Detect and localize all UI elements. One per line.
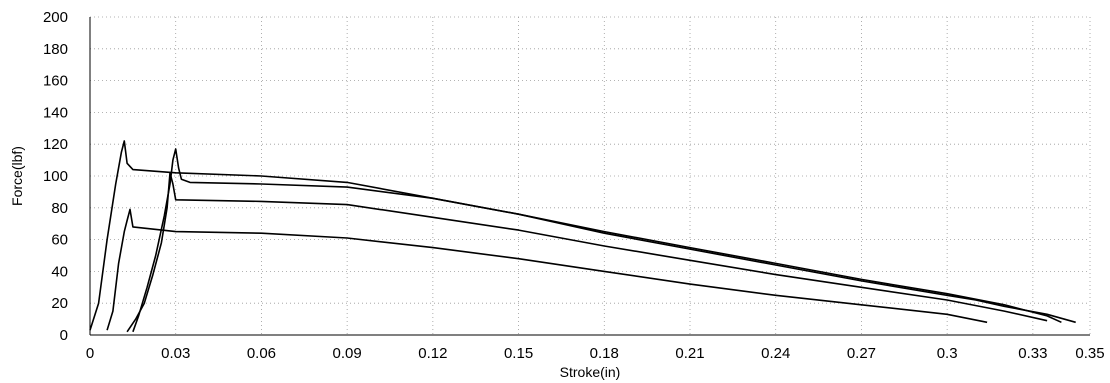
x-tick-label: 0.12 xyxy=(418,345,447,362)
x-tick-label: 0.15 xyxy=(504,345,533,362)
x-axis-label: Stroke(in) xyxy=(560,364,621,380)
series-line-2 xyxy=(106,208,988,331)
y-axis-label: Force(lbf) xyxy=(9,146,25,206)
x-tick-label: 0 xyxy=(86,345,94,362)
x-tick-label: 0.33 xyxy=(1018,345,1047,362)
y-tick-label: 80 xyxy=(51,200,68,217)
x-tick-label: 0.03 xyxy=(161,345,190,362)
x-tick-label: 0.24 xyxy=(761,345,790,362)
series-line-3 xyxy=(132,148,1062,333)
y-tick-label: 0 xyxy=(60,327,68,344)
x-tick-label: 0.27 xyxy=(847,345,876,362)
x-tick-label: 0.3 xyxy=(937,345,958,362)
y-tick-label: 180 xyxy=(43,41,68,58)
series-lines xyxy=(89,140,1076,333)
axes xyxy=(89,17,1090,336)
x-tick-labels: 0 0.03 0.06 0.09 0.12 0.15 0.18 0.21 0.24 0.27 0.3… xyxy=(86,345,1105,362)
y-tick-label: 40 xyxy=(51,263,68,280)
y-tick-label: 120 xyxy=(43,136,68,153)
x-tick-label: 0.35 xyxy=(1075,345,1104,362)
x-tick-label: 0.21 xyxy=(675,345,704,362)
y-tick-label: 200 xyxy=(43,9,68,26)
series-line-4 xyxy=(126,172,1048,333)
y-tick-labels: 0 20 40 60 80 100 120 140 160 180 200 xyxy=(43,9,68,344)
y-tick-label: 160 xyxy=(43,73,68,90)
y-tick-label: 140 xyxy=(43,104,68,121)
x-tick-label: 0.06 xyxy=(247,345,276,362)
series-line-1 xyxy=(89,140,1076,331)
grid xyxy=(90,16,1091,335)
y-tick-label: 100 xyxy=(43,168,68,185)
x-tick-label: 0.18 xyxy=(590,345,619,362)
x-tick-label: 0.09 xyxy=(333,345,362,362)
y-tick-label: 60 xyxy=(51,232,68,249)
y-tick-label: 20 xyxy=(51,295,68,312)
